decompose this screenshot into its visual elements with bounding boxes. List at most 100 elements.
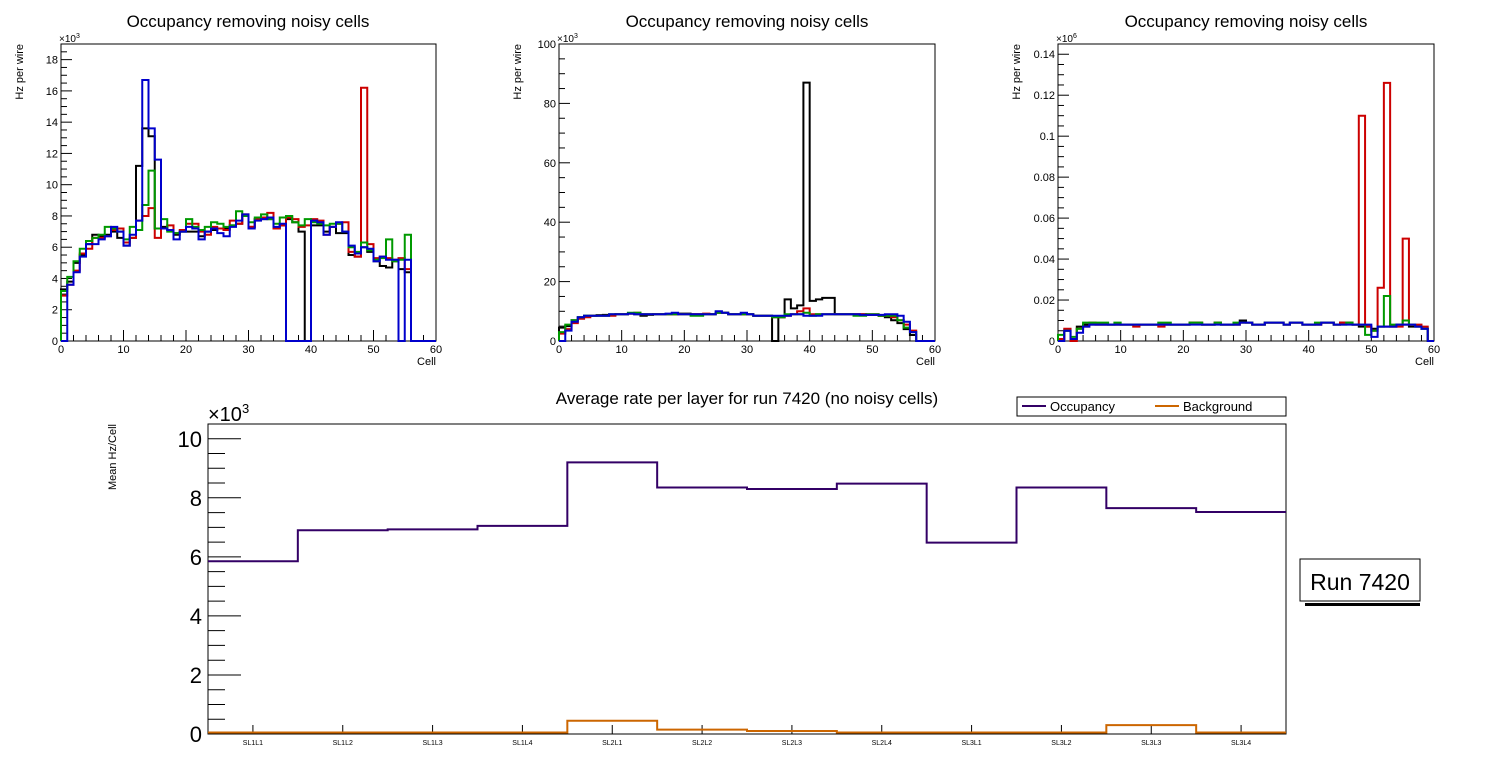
y-axis-label: Mean Hz/Cell (107, 424, 119, 490)
x-tick-label: 60 (430, 344, 442, 356)
x-tick-label: 30 (1240, 344, 1252, 356)
y-tick-label: 18 (46, 55, 58, 67)
y-tick-label: 0 (550, 336, 556, 348)
y-axis-label: Hz per wire (14, 44, 26, 100)
x-tick-label: 0 (58, 344, 64, 356)
x-tick-label: 60 (1428, 344, 1440, 356)
x-tick-label: 40 (1303, 344, 1315, 356)
x-tick-label: 30 (741, 344, 753, 356)
chart-title: Average rate per layer for run 7420 (no … (556, 389, 938, 408)
cell-occupancy-plot-3: Occupancy removing noisy cells 0 0.02 0.04 0… (1011, 12, 1440, 368)
plot-frame (207, 423, 1287, 735)
x-tick-label: SL1L2 (333, 740, 353, 747)
y-exponent-label: ×103 (59, 33, 80, 45)
x-tick-label: 10 (1115, 344, 1127, 356)
x-tick-label: SL2L4 (872, 740, 892, 747)
y-exponent-label: ×103 (557, 33, 578, 45)
x-tick-label: SL2L2 (692, 740, 712, 747)
y-tick-label: 6 (190, 545, 202, 570)
y-tick-label: 0.06 (1034, 213, 1055, 225)
x-tick-label: SL3L1 (961, 740, 981, 747)
x-axis-label: Cell (916, 356, 935, 368)
x-tick-label: 50 (866, 344, 878, 356)
y-tick-label: 8 (190, 486, 202, 511)
y-tick-label: 100 (538, 39, 556, 51)
plot-frame (558, 43, 936, 342)
y-tick-label: 60 (544, 158, 556, 170)
x-tick-label: 30 (242, 344, 254, 356)
y-tick-label: 2 (52, 305, 58, 317)
histogram-series-background (208, 719, 1286, 734)
legend-frame (1016, 396, 1287, 417)
y-tick-label: 0.08 (1034, 172, 1055, 184)
x-tick-label: SL3L4 (1231, 740, 1251, 747)
x-tick-label: 0 (1055, 344, 1061, 356)
histogram-series-red (1057, 81, 1434, 342)
y-tick-label: 14 (46, 117, 58, 129)
x-tick-label: SL3L2 (1051, 740, 1071, 747)
legend-label-occupancy: Occupancy (1050, 399, 1116, 414)
x-tick-label: SL1L4 (512, 740, 532, 747)
x-tick-label: 20 (180, 344, 192, 356)
y-axis-label: Hz per wire (512, 44, 524, 100)
x-tick-label: 20 (678, 344, 690, 356)
x-tick-label: 10 (616, 344, 628, 356)
x-tick-label: 0 (556, 344, 562, 356)
y-axis-label: Hz per wire (1011, 44, 1023, 100)
y-exponent-label: ×106 (1056, 33, 1077, 45)
y-tick-label: 40 (544, 217, 556, 229)
layer-average-plot: Average rate per layer for run 7420 (no … (107, 389, 1421, 747)
y-tick-label: 10 (46, 180, 58, 192)
y-tick-label: 8 (52, 211, 58, 223)
y-exponent-label: ×103 (208, 401, 249, 426)
y-tick-label: 0 (190, 722, 202, 747)
y-tick-label: 10 (178, 427, 202, 452)
y-tick-label: 80 (544, 98, 556, 110)
x-tick-label: 40 (804, 344, 816, 356)
y-tick-label: 0.02 (1034, 295, 1055, 307)
y-tick-label: 16 (46, 86, 58, 98)
plot-frame (60, 43, 437, 342)
legend-label-background: Background (1183, 399, 1252, 414)
run-annotation: Run 7420 (1310, 569, 1410, 595)
y-tick-label: 4 (52, 273, 58, 285)
y-tick-label: 20 (544, 277, 556, 289)
x-tick-label: 40 (305, 344, 317, 356)
x-axis-label: Cell (1415, 356, 1434, 368)
y-tick-label: 0.14 (1034, 49, 1055, 61)
legend: Occupancy Background (1016, 396, 1287, 417)
x-tick-label: SL3L3 (1141, 740, 1161, 747)
y-tick-label: 4 (190, 604, 202, 629)
histogram-series-black (558, 81, 935, 342)
histogram-series-blue (1058, 321, 1434, 342)
cell-occupancy-plot-2: Occupancy removing noisy cells 0 20 40 60 80 1… (512, 12, 941, 368)
histogram-series-blue (559, 310, 935, 342)
y-tick-label: 12 (46, 148, 58, 160)
x-tick-label: 60 (929, 344, 941, 356)
annotation-box (1299, 558, 1421, 602)
histogram-series-blue (61, 78, 436, 342)
x-tick-label: 50 (1365, 344, 1377, 356)
x-tick-label: SL1L3 (422, 740, 442, 747)
annotation-shadow (1305, 603, 1420, 606)
x-tick-label: 10 (117, 344, 129, 356)
y-tick-label: 2 (190, 663, 202, 688)
y-tick-label: 0.12 (1034, 90, 1055, 102)
cell-occupancy-plot-1: Occupancy removing noisy cells 0 2 4 6 8 10 12 1… (14, 12, 442, 368)
x-tick-label: 50 (367, 344, 379, 356)
y-tick-label: 6 (52, 242, 58, 254)
y-tick-label: 0.1 (1040, 131, 1055, 143)
histogram-series-occupancy (208, 461, 1286, 563)
x-tick-label: 20 (1177, 344, 1189, 356)
x-tick-label: SL1L1 (243, 740, 263, 747)
chart-title: Occupancy removing noisy cells (127, 12, 370, 31)
chart-title: Occupancy removing noisy cells (1125, 12, 1368, 31)
y-tick-label: 0 (1049, 336, 1055, 348)
chart-title: Occupancy removing noisy cells (626, 12, 869, 31)
histogram-series-black (60, 127, 436, 342)
x-axis-label: Cell (417, 356, 436, 368)
y-tick-label: 0.04 (1034, 254, 1055, 266)
x-tick-label: SL2L3 (782, 740, 802, 747)
y-tick-label: 0 (52, 336, 58, 348)
